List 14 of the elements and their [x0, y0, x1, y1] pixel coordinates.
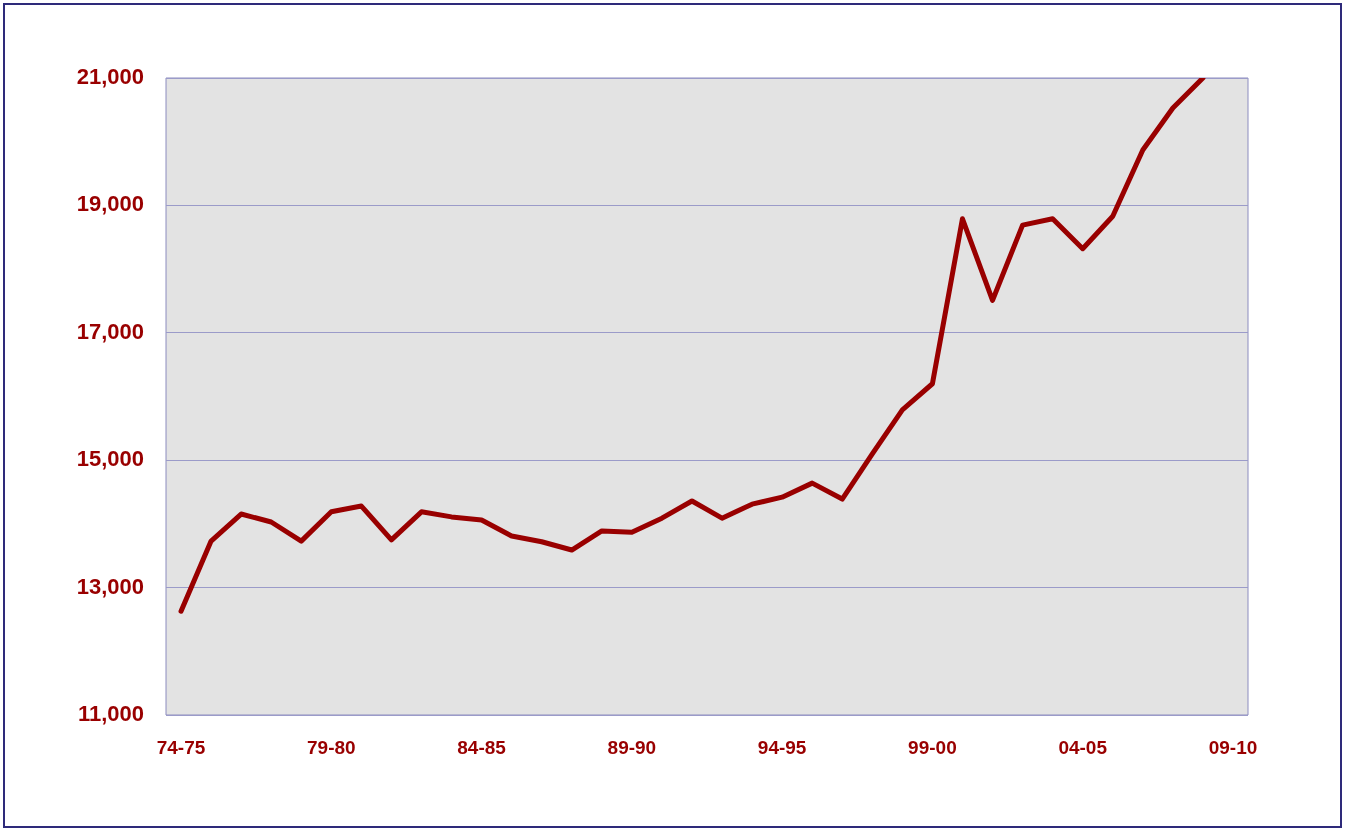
- y-tick-label: 15,000: [76, 446, 144, 472]
- x-tick-label: 94-95: [757, 736, 807, 758]
- x-tick-label: 99-00: [908, 736, 957, 758]
- y-tick-label: 17,000: [76, 318, 144, 344]
- x-tick-label: 74-75: [156, 736, 206, 758]
- x-tick-label: 84-85: [457, 736, 507, 758]
- x-tick-label: 89-90: [607, 736, 657, 758]
- y-tick-label: 21,000: [76, 64, 144, 90]
- x-tick-label: 09-10: [1208, 736, 1258, 758]
- y-tick-label: 19,000: [76, 191, 144, 217]
- y-tick-label: 11,000: [77, 701, 144, 727]
- x-tick-label: 04-05: [1058, 736, 1108, 758]
- y-tick-label: 13,000: [76, 573, 144, 599]
- x-tick-label: 79-80: [307, 736, 356, 758]
